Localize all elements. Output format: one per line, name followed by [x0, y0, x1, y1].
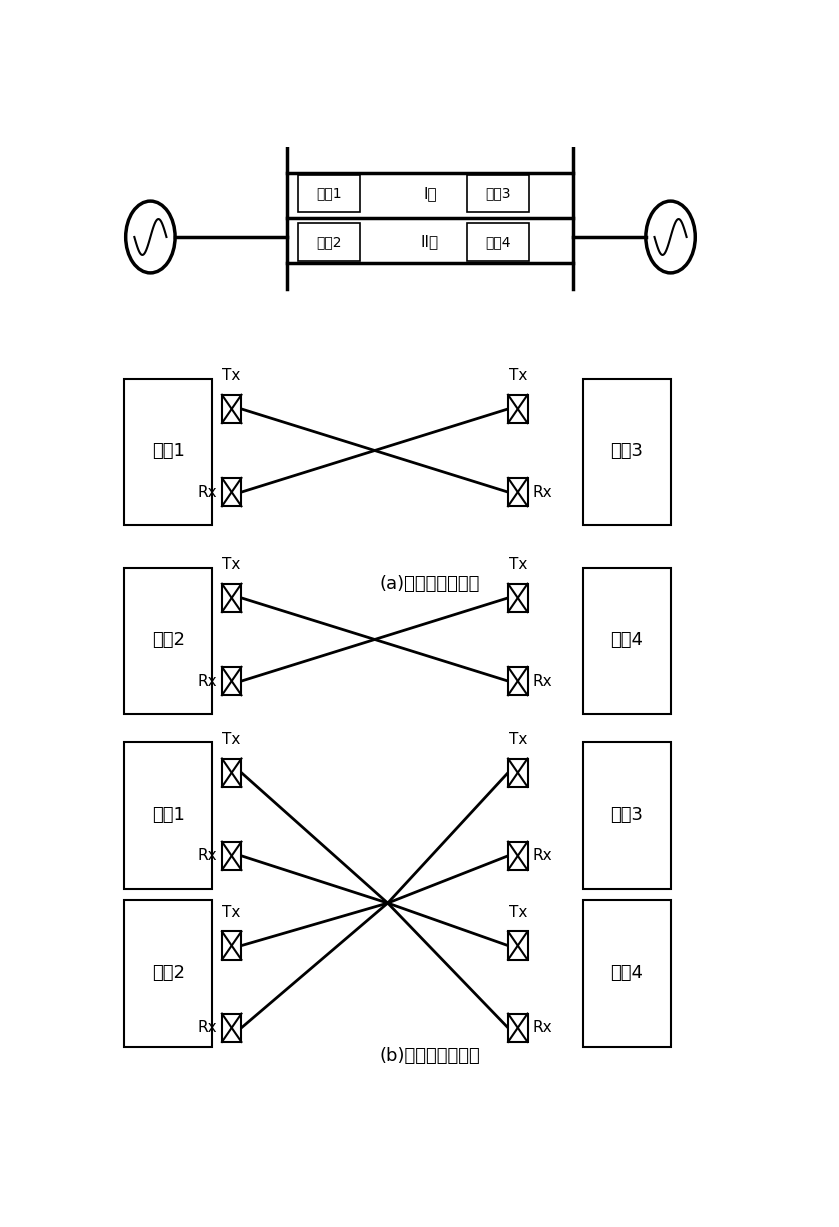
- Text: Tx: Tx: [222, 906, 241, 920]
- Text: Rx: Rx: [197, 674, 216, 688]
- Bar: [467, 223, 529, 260]
- Bar: [583, 901, 670, 1047]
- Text: 保护3: 保护3: [610, 443, 643, 460]
- Text: 保护4: 保护4: [486, 234, 511, 249]
- Bar: [124, 379, 212, 525]
- Bar: [124, 742, 212, 888]
- Bar: [221, 395, 242, 423]
- Bar: [508, 479, 528, 507]
- Bar: [221, 584, 242, 612]
- Text: 保护2: 保护2: [152, 964, 185, 982]
- Text: (a)正确的通道连接: (a)正确的通道连接: [380, 574, 480, 593]
- Bar: [221, 667, 242, 696]
- Text: Tx: Tx: [508, 733, 527, 747]
- Bar: [287, 173, 573, 263]
- Text: 保护1: 保护1: [152, 443, 185, 460]
- Bar: [583, 379, 670, 525]
- Bar: [124, 568, 212, 714]
- Bar: [221, 479, 242, 507]
- Bar: [508, 1014, 528, 1042]
- Bar: [221, 1014, 242, 1042]
- Bar: [583, 742, 670, 888]
- Bar: [508, 758, 528, 787]
- Text: 保护2: 保护2: [152, 632, 185, 649]
- Bar: [299, 223, 360, 260]
- Text: Tx: Tx: [222, 368, 241, 383]
- Text: I线: I线: [423, 187, 437, 201]
- Text: Rx: Rx: [533, 674, 552, 688]
- Bar: [508, 842, 528, 870]
- Bar: [299, 174, 360, 212]
- Text: Tx: Tx: [508, 557, 527, 573]
- Text: 保护1: 保护1: [152, 806, 185, 825]
- Text: Rx: Rx: [197, 485, 216, 499]
- Text: 保护4: 保护4: [610, 632, 643, 649]
- Text: Rx: Rx: [197, 848, 216, 864]
- Text: Rx: Rx: [197, 1021, 216, 1036]
- Bar: [508, 667, 528, 696]
- Text: Rx: Rx: [533, 485, 552, 499]
- Bar: [508, 395, 528, 423]
- Text: Tx: Tx: [222, 733, 241, 747]
- Text: 保护2: 保护2: [316, 234, 342, 249]
- Bar: [221, 758, 242, 787]
- Bar: [583, 568, 670, 714]
- Text: II线: II线: [421, 234, 439, 249]
- Text: Tx: Tx: [508, 906, 527, 920]
- Bar: [124, 901, 212, 1047]
- Text: 保护1: 保护1: [316, 187, 342, 200]
- Text: Rx: Rx: [533, 848, 552, 864]
- Text: (b)错误的通道连接: (b)错误的通道连接: [379, 1047, 481, 1065]
- Text: 保护3: 保护3: [486, 187, 511, 200]
- Text: 保护4: 保护4: [610, 964, 643, 982]
- Bar: [221, 931, 242, 960]
- Text: 保护3: 保护3: [610, 806, 643, 825]
- Text: Rx: Rx: [533, 1021, 552, 1036]
- Bar: [467, 174, 529, 212]
- Bar: [508, 584, 528, 612]
- Text: Tx: Tx: [508, 368, 527, 383]
- Bar: [221, 842, 242, 870]
- Bar: [508, 931, 528, 960]
- Text: Tx: Tx: [222, 557, 241, 573]
